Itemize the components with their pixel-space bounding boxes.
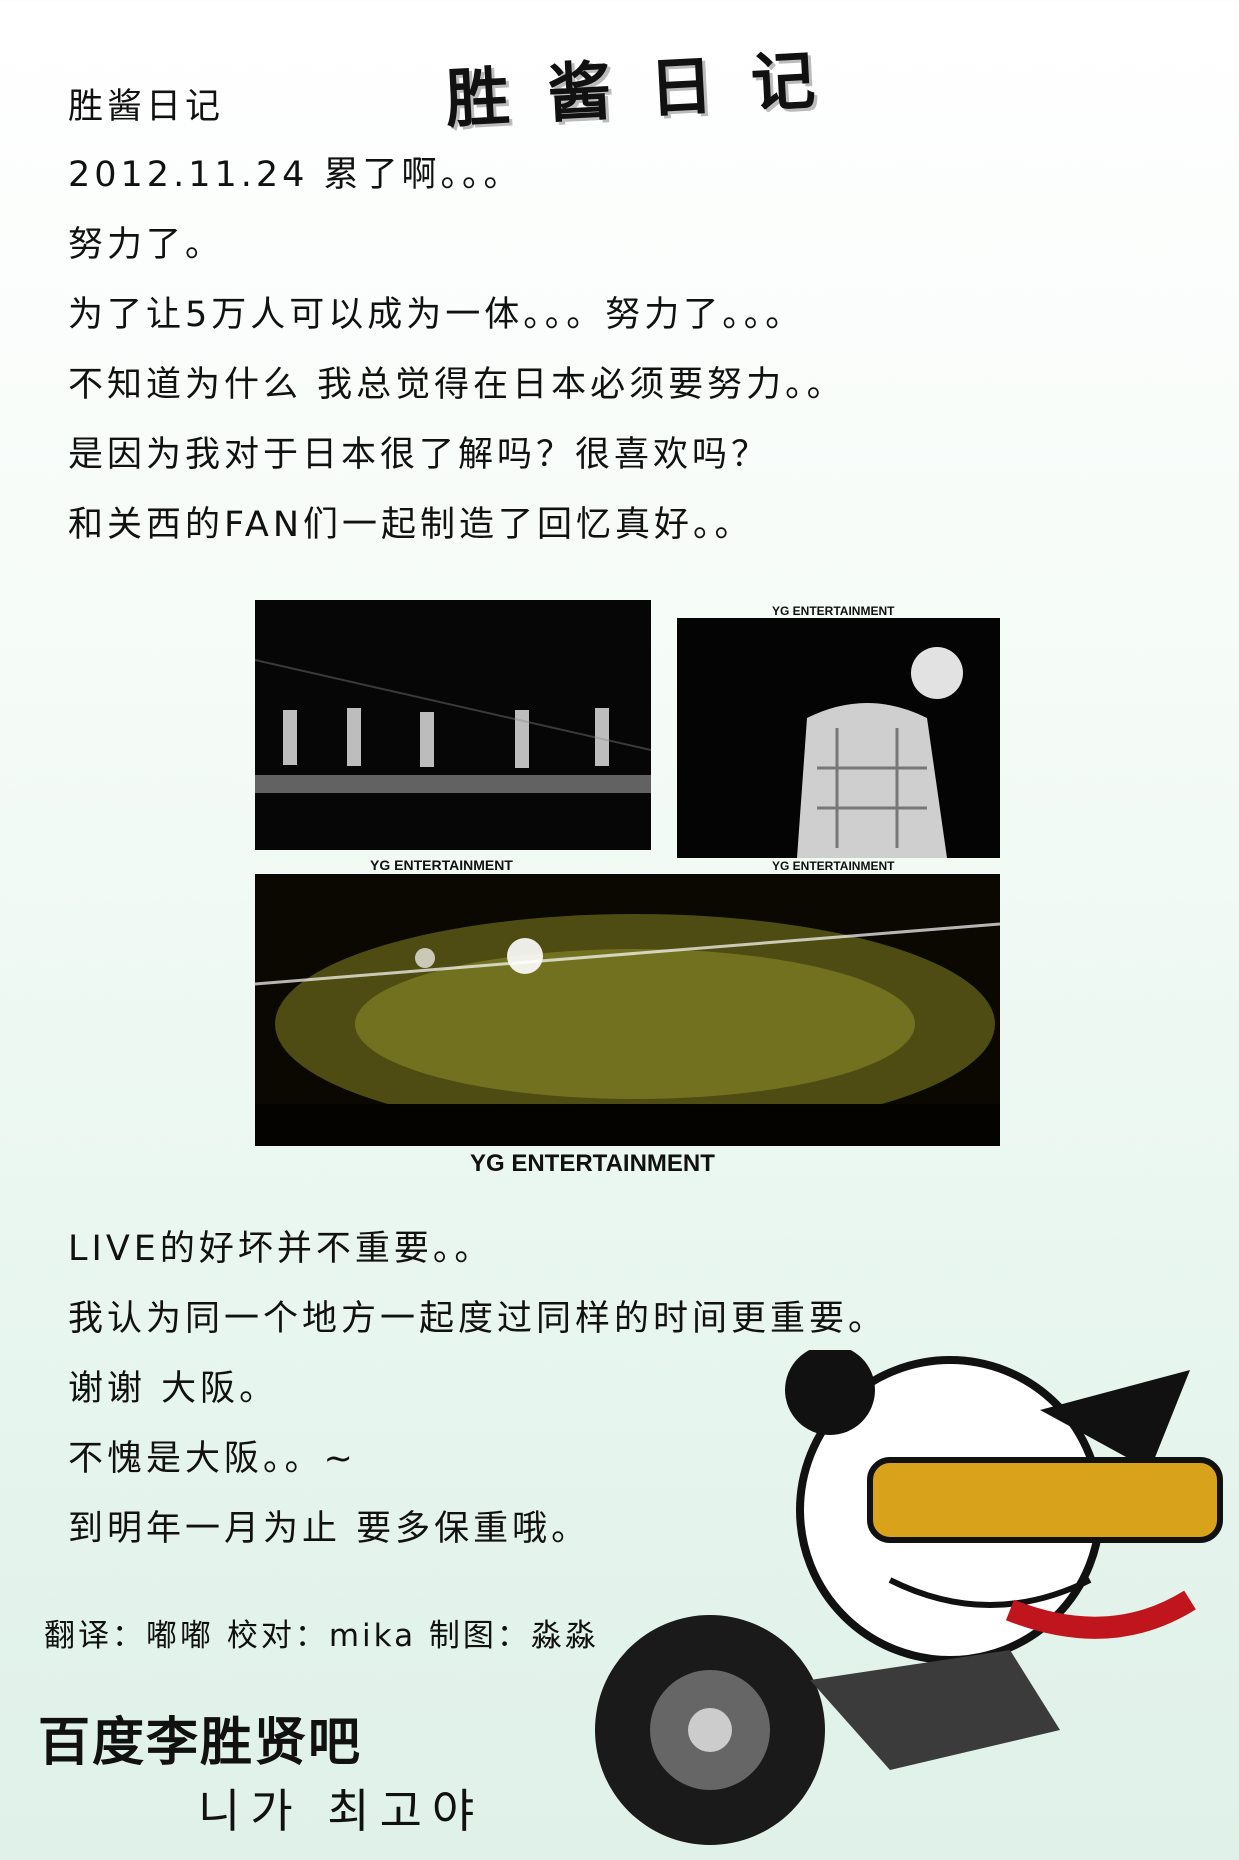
- concert-stage-photo: [255, 600, 651, 850]
- diary-line: 到明年一月为止 要多保重哦。: [68, 1509, 591, 1549]
- diary-line: 不知道为什么 我总觉得在日本必须要努力。。: [68, 365, 846, 405]
- diary-line: 2012.11.24 累了啊。。。: [68, 155, 523, 195]
- diary-line: 和关西的FAN们一起制造了回忆真好。。: [68, 505, 754, 545]
- yg-watermark: YG ENTERTAINMENT: [370, 857, 513, 873]
- diary-title-art: 胜酱日记: [443, 42, 855, 138]
- panda-motorcycle-mascot: [595, 1350, 1223, 1845]
- diary-line: 胜酱日记: [68, 87, 225, 127]
- diary-line: 是因为我对于日本很了解吗？很喜欢吗？: [68, 435, 771, 475]
- diary-line: 为了让5万人可以成为一体。。。努力了。。。: [68, 295, 805, 335]
- yg-watermark: YG ENTERTAINMENT: [772, 859, 895, 873]
- yg-watermark: YG ENTERTAINMENT: [772, 604, 895, 618]
- logo-main-text: 百度李胜贤吧: [38, 1712, 363, 1773]
- diary-line: LIVE的好坏并不重要。。: [68, 1229, 494, 1269]
- yg-watermark: YG ENTERTAINMENT: [470, 1150, 715, 1177]
- diary-line: 不愧是大阪。。~: [68, 1439, 357, 1479]
- diary-line: 我认为同一个地方一起度过同样的时间更重要。: [68, 1299, 888, 1339]
- logo-sub-text: 니가 최고야: [198, 1784, 485, 1838]
- credits: 翻译：嘟嘟 校对：mika 制图：淼淼: [44, 1618, 599, 1654]
- fanclub-logo: 百度李胜贤吧 니가 최고야: [38, 1700, 484, 1841]
- diary-line: 谢谢 大阪。: [68, 1369, 279, 1409]
- singer-back-photo: [677, 618, 1000, 858]
- arena-crowd-photo: [255, 874, 1000, 1146]
- diary-line: 努力了。: [68, 225, 225, 265]
